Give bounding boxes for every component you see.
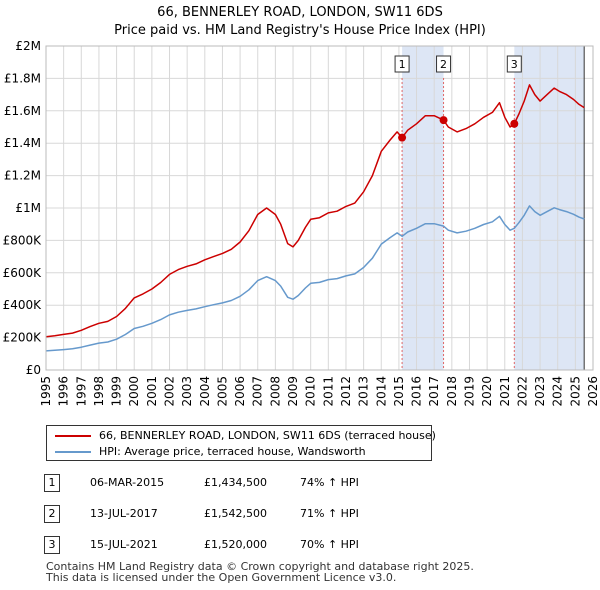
x-tick-label: 1997 bbox=[74, 376, 88, 407]
y-tick-label: £2M bbox=[15, 39, 41, 53]
sale-point bbox=[439, 116, 448, 125]
x-tick-label: 1999 bbox=[110, 376, 124, 407]
x-tick-label: 2005 bbox=[215, 376, 229, 407]
y-tick-label: £1.6M bbox=[4, 104, 41, 118]
sale-point bbox=[398, 133, 407, 142]
x-tick-label: 2019 bbox=[462, 376, 476, 407]
x-tick-label: 2012 bbox=[339, 376, 353, 407]
sale-price: £1,520,000 bbox=[204, 538, 267, 551]
x-tick-label: 2020 bbox=[480, 376, 494, 407]
x-tick-label: 2021 bbox=[498, 376, 512, 407]
chart-title-line1: 66, BENNERLEY ROAD, LONDON, SW11 6DS bbox=[157, 5, 443, 20]
x-tick-label: 2025 bbox=[568, 376, 582, 407]
sale-price: £1,434,500 bbox=[204, 476, 267, 489]
x-tick-label: 2015 bbox=[392, 376, 406, 407]
x-tick-label: 2018 bbox=[445, 376, 459, 407]
sale-label-number: 3 bbox=[511, 58, 518, 71]
sale-date: 06-MAR-2015 bbox=[90, 476, 165, 489]
sale-label-box bbox=[394, 55, 410, 73]
plot-border bbox=[45, 45, 594, 371]
sale-point bbox=[510, 119, 519, 128]
y-tick-label: £800K bbox=[3, 233, 43, 247]
x-tick-label: 2003 bbox=[180, 376, 194, 407]
x-tick-label: 2010 bbox=[304, 376, 318, 407]
y-tick-label: £1.4M bbox=[4, 136, 41, 150]
y-tick-label: £1.8M bbox=[4, 71, 41, 85]
legend-label-hpi: HPI: Average price, terraced house, Wand… bbox=[99, 445, 366, 458]
sale-label-number: 2 bbox=[440, 58, 447, 71]
sale-number: 2 bbox=[44, 505, 60, 523]
chart-subtitle: Price paid vs. HM Land Registry's House … bbox=[114, 23, 486, 38]
y-tick-label: £1M bbox=[15, 201, 41, 215]
x-tick-label: 2001 bbox=[145, 376, 159, 407]
x-tick-label: 2008 bbox=[268, 376, 282, 407]
x-tick-label: 1998 bbox=[92, 376, 106, 407]
sale-hpi-change: 71% ↑ HPI bbox=[300, 507, 359, 520]
x-tick-label: 2024 bbox=[551, 376, 565, 407]
y-tick-label: £1.2M bbox=[4, 169, 41, 183]
y-tick-label: £200K bbox=[3, 331, 43, 345]
x-tick-label: 1995 bbox=[39, 376, 53, 407]
sale-date: 15-JUL-2021 bbox=[90, 538, 158, 551]
x-tick-label: 2023 bbox=[533, 376, 547, 407]
x-tick-label: 2011 bbox=[321, 376, 335, 407]
y-tick-label: £0 bbox=[26, 363, 41, 377]
x-tick-label: 2026 bbox=[586, 376, 600, 407]
hpi-line bbox=[45, 205, 585, 352]
footer: Contains HM Land Registry data © Crown c… bbox=[46, 561, 474, 583]
x-tick-label: 2000 bbox=[127, 376, 141, 407]
legend-label-property: 66, BENNERLEY ROAD, LONDON, SW11 6DS (te… bbox=[99, 429, 436, 442]
x-tick-label: 2009 bbox=[286, 376, 300, 407]
sale-number: 3 bbox=[44, 536, 60, 554]
x-tick-label: 2014 bbox=[374, 376, 388, 407]
footer-copyright: Contains HM Land Registry data © Crown c… bbox=[46, 560, 474, 573]
x-tick-label: 2007 bbox=[251, 376, 265, 407]
y-tick-label: £600K bbox=[3, 266, 43, 280]
x-tick-label: 2022 bbox=[515, 376, 529, 407]
x-tick-label: 2013 bbox=[357, 376, 371, 407]
price-chart: £0 £200K £400K £600K £800K £1M £1.2M £1.4M £1.6M… bbox=[3, 39, 600, 407]
sale-price: £1,542,500 bbox=[204, 507, 267, 520]
sale-label-box bbox=[506, 55, 522, 73]
y-tick-label: £400K bbox=[3, 298, 43, 312]
x-tick-label: 2017 bbox=[427, 376, 441, 407]
sale-number: 1 bbox=[44, 474, 60, 492]
sale-label-number: 1 bbox=[399, 58, 406, 71]
x-tick-label: 2016 bbox=[410, 376, 424, 407]
x-tick-label: 2002 bbox=[163, 376, 177, 407]
legend: 66, BENNERLEY ROAD, LONDON, SW11 6DS (te… bbox=[46, 425, 436, 461]
footer-licence: This data is licensed under the Open Gov… bbox=[46, 571, 397, 584]
x-tick-label: 1996 bbox=[57, 376, 71, 407]
legend-swatch-hpi bbox=[55, 451, 91, 453]
sale-date: 13-JUL-2017 bbox=[90, 507, 158, 520]
legend-swatch-property bbox=[55, 435, 91, 437]
x-tick-label: 2006 bbox=[233, 376, 247, 407]
sale-hpi-change: 74% ↑ HPI bbox=[300, 476, 359, 489]
sale-label-box bbox=[436, 55, 452, 73]
x-tick-label: 2004 bbox=[198, 376, 212, 407]
chart-title: 66, BENNERLEY ROAD, LONDON, SW11 6DS Pri… bbox=[0, 4, 600, 40]
sale-hpi-change: 70% ↑ HPI bbox=[300, 538, 359, 551]
